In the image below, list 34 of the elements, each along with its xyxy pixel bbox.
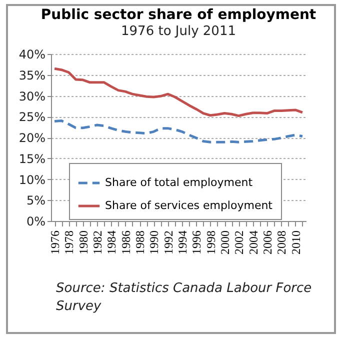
line-series	[53, 120, 304, 144]
y-tick-label: 40%	[18, 48, 46, 62]
x-tick-label: 1982	[90, 230, 105, 254]
x-tick-label: 2010	[288, 230, 303, 254]
chart-title: Public sector share of employment	[40, 7, 316, 23]
x-tick-label: 1980	[76, 230, 90, 254]
x-tick-label: 1998	[204, 230, 218, 254]
x-tick-label: 1976	[48, 230, 62, 254]
x-tick-label: 1994	[176, 230, 190, 254]
x-tick-label: 2006	[260, 230, 275, 254]
y-tick-label: 30%	[18, 89, 46, 104]
line-series	[53, 67, 304, 118]
legend-label: Share of total employment	[105, 176, 254, 189]
x-tick-label: 1986	[118, 230, 133, 254]
y-tick-label: 15%	[18, 152, 46, 166]
y-tick-label: 5%	[26, 194, 46, 208]
x-tick-label: 1992	[161, 230, 176, 254]
x-tick-label: 1984	[104, 230, 119, 254]
source-note: Source: Statistics Canada Labour Force Survey	[56, 280, 313, 316]
x-tick-label: 1990	[147, 230, 162, 254]
y-tick-label: 35%	[18, 68, 46, 82]
y-tick-label: 0%	[26, 214, 46, 228]
legend-label: Share of services employment	[105, 199, 274, 212]
x-tick-label: 1988	[133, 230, 148, 254]
x-tick-label: 1978	[62, 230, 76, 254]
x-tick-label: 2004	[246, 230, 260, 254]
x-tick-label: 2000	[218, 230, 232, 254]
y-tick-label: 10%	[18, 172, 46, 187]
x-tick-label: 2002	[232, 230, 246, 254]
x-tick-label: 2008	[274, 230, 289, 254]
y-tick-label: 25%	[18, 110, 46, 124]
chart-subtitle: 1976 to July 2011	[121, 24, 236, 39]
y-tick-label: 20%	[18, 131, 46, 145]
x-tick-label: 1996	[190, 230, 204, 254]
